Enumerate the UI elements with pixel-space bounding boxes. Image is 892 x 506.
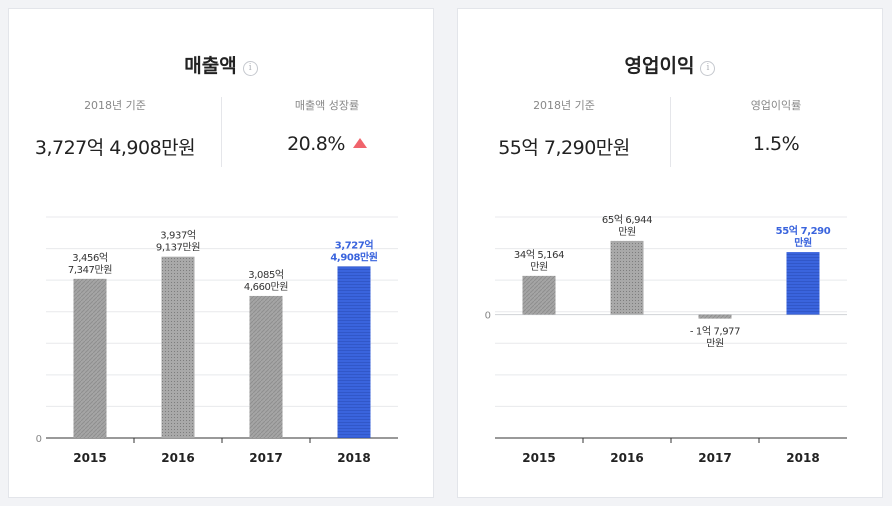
op-margin-stat: 영업이익률 1.5% — [670, 97, 882, 155]
revenue-card: 매출액 i 2018년 기준 3,727억 4,908만원 매출액 성장률 20.… — [8, 8, 434, 498]
data-label: 34억 5,164 — [514, 249, 564, 261]
bar — [161, 256, 195, 438]
bar — [610, 240, 644, 315]
data-label: 65억 6,944 — [602, 214, 652, 226]
data-label: 만원 — [530, 261, 548, 273]
x-tick-label: 2018 — [337, 451, 370, 465]
bar — [522, 275, 556, 315]
bar — [337, 266, 371, 438]
info-icon[interactable]: i — [242, 61, 258, 76]
data-label: - 1억 7,977 — [690, 326, 740, 338]
data-label: 3,085억 — [248, 269, 283, 281]
x-tick-label: 2015 — [522, 451, 555, 465]
data-label: 7,347만원 — [68, 264, 112, 276]
bar — [249, 295, 283, 438]
data-label: 3,937억 — [160, 230, 195, 242]
bar — [73, 278, 107, 438]
data-label: 만원 — [794, 236, 812, 249]
x-tick-label: 2016 — [161, 451, 194, 465]
data-label: 4,660만원 — [244, 281, 288, 293]
y-tick-label: 0 — [485, 311, 491, 322]
x-tick-label: 2017 — [249, 451, 282, 465]
revenue-title: 매출액 i — [9, 51, 433, 78]
x-tick-label: 2015 — [73, 451, 106, 465]
info-icon[interactable]: i — [700, 61, 716, 76]
revenue-basis-label: 2018년 기준 — [84, 99, 146, 112]
x-tick-label: 2017 — [698, 451, 731, 465]
revenue-basis-stat: 2018년 기준 3,727억 4,908만원 — [9, 97, 221, 160]
revenue-growth-row: 20.8% — [221, 133, 433, 155]
revenue-growth-label: 매출액 성장률 — [294, 99, 360, 112]
revenue-growth-stat: 매출액 성장률 20.8% — [221, 97, 433, 155]
bar — [786, 252, 820, 315]
data-label: 3,727억 — [335, 239, 374, 251]
op-value: 55억 7,290만원 — [498, 137, 630, 159]
revenue-value: 3,727억 4,908만원 — [34, 137, 196, 159]
revenue-title-text: 매출액 — [184, 55, 237, 77]
triangle-up-icon — [352, 138, 367, 148]
data-label: 4,908만원 — [330, 250, 377, 263]
revenue-growth-value: 20.8% — [287, 133, 345, 155]
x-tick-label: 2018 — [786, 451, 819, 465]
op-margin-label: 영업이익률 — [750, 99, 802, 112]
op-title-text: 영업이익 — [624, 55, 695, 77]
op-title: 영업이익 i — [458, 51, 882, 78]
data-label: 만원 — [618, 226, 636, 238]
data-label: 만원 — [706, 338, 724, 350]
y-tick-label: 0 — [36, 434, 42, 445]
op-basis-label: 2018년 기준 — [533, 99, 595, 112]
stat-divider — [670, 97, 671, 167]
op-margin-value: 1.5% — [752, 133, 800, 155]
data-label: 55억 7,290 — [776, 225, 831, 237]
data-label: 9,137만원 — [156, 242, 200, 254]
data-label: 3,456억 — [72, 252, 107, 264]
x-tick-label: 2016 — [610, 451, 643, 465]
bar — [698, 314, 732, 319]
op-basis-stat: 2018년 기준 55억 7,290만원 — [458, 97, 670, 160]
stat-divider — [221, 97, 222, 167]
